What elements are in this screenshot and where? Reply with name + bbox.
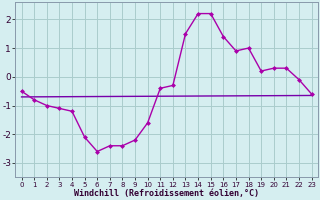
X-axis label: Windchill (Refroidissement éolien,°C): Windchill (Refroidissement éolien,°C) — [74, 189, 259, 198]
